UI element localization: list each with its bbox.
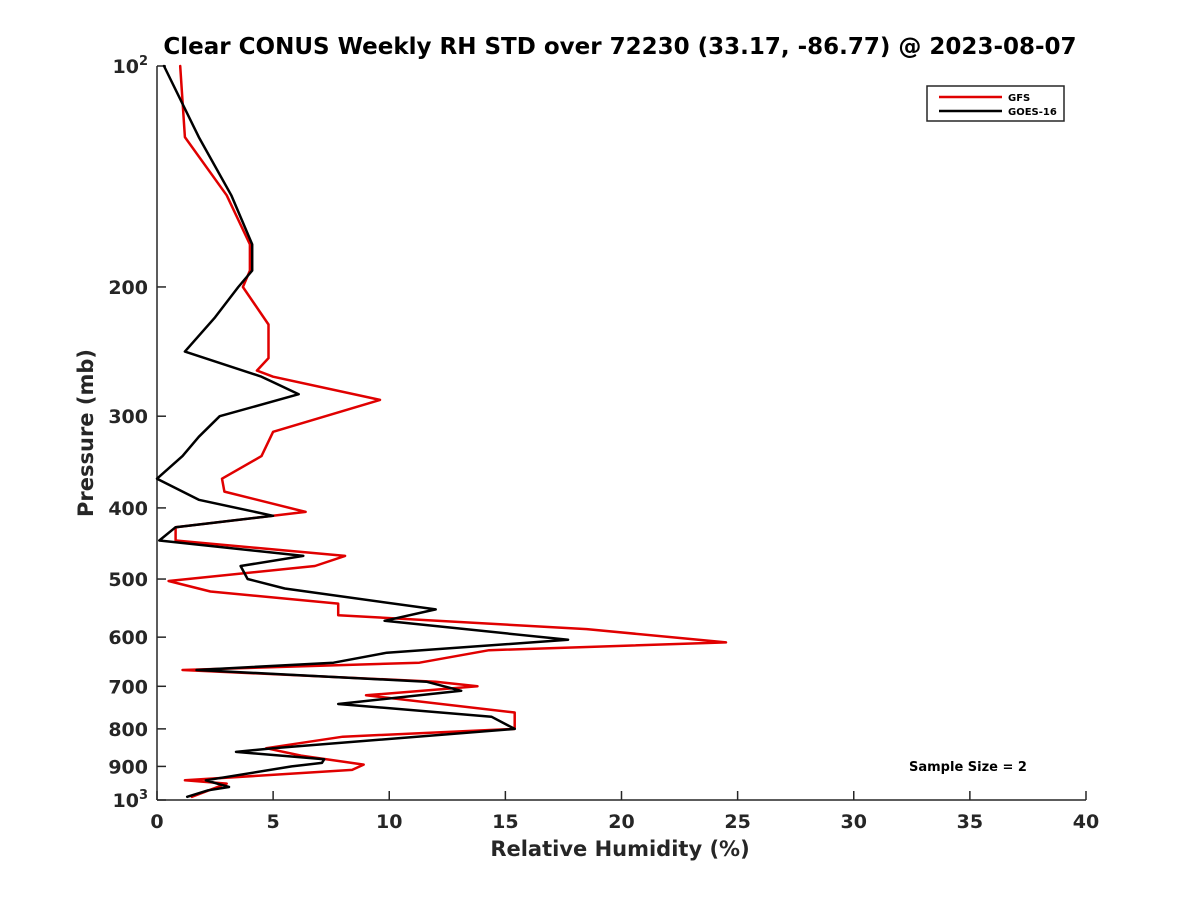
y-tick-label: 600 (108, 627, 148, 649)
y-tick-label: 300 (108, 406, 148, 428)
x-axis-label: Relative Humidity (%) (490, 837, 749, 861)
y-tick-label: 500 (108, 569, 148, 591)
x-tick-label: 20 (608, 811, 634, 833)
legend: GFS GOES-16 (926, 85, 1065, 122)
plot-area: 0 5 10 15 20 25 30 35 40102200300400500600700800… (108, 54, 1099, 833)
x-tick-label: 35 (957, 811, 983, 833)
y-tick-label: 700 (108, 676, 148, 698)
x-tick-label: 40 (1073, 811, 1099, 833)
x-tick-label: 0 (150, 811, 163, 833)
series-line-gfs (167, 64, 728, 799)
x-tick-label: 5 (267, 811, 280, 833)
y-tick-label: 800 (108, 719, 148, 741)
chart-title: Clear CONUS Weekly RH STD over 72230 (33… (163, 34, 1076, 60)
y-axis-label: Pressure (mb) (74, 349, 98, 517)
y-tick-label: 900 (108, 756, 148, 778)
x-tick-label: 25 (724, 811, 750, 833)
x-tick-label: 15 (492, 811, 518, 833)
legend-label: GOES-16 (1008, 107, 1057, 118)
legend-label: GFS (1008, 93, 1030, 104)
y-tick-label: 400 (108, 498, 148, 520)
y-tick-label: 200 (108, 277, 148, 299)
x-tick-label: 10 (376, 811, 402, 833)
x-tick-label: 30 (841, 811, 867, 833)
series-line-goes-16 (155, 64, 570, 799)
sample-size-annotation: Sample Size = 2 (909, 760, 1027, 775)
legend-box (926, 85, 1065, 122)
